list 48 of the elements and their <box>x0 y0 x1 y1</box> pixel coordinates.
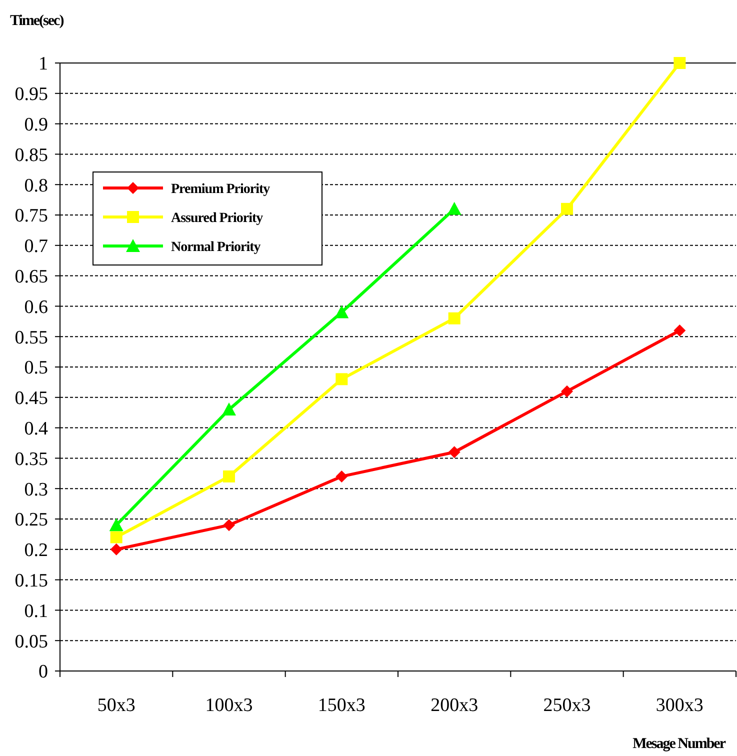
y-tick-label: 0.45 <box>14 388 48 410</box>
y-tick-label: 0.5 <box>24 358 48 379</box>
point <box>448 446 460 458</box>
y-tick-label: 0.85 <box>14 144 48 166</box>
y-tick-label: 0.1 <box>24 600 48 622</box>
y-tick-label: 0.2 <box>24 540 48 562</box>
point <box>110 543 122 556</box>
point <box>110 531 122 544</box>
point <box>109 518 124 532</box>
point <box>448 312 460 324</box>
y-tick-label: 0.8 <box>24 175 48 196</box>
y-tick-label: 0.95 <box>14 84 48 106</box>
y-tick-label: 1 <box>38 54 48 75</box>
point <box>447 202 462 215</box>
x-tick-label: 150x3 <box>318 695 366 716</box>
y-tick-label: 0.6 <box>24 296 48 318</box>
x-tick-label: 200x3 <box>430 695 478 716</box>
point <box>222 402 236 416</box>
y-tick-label: 0 <box>38 662 48 683</box>
y-tick-label: 0.05 <box>14 631 48 652</box>
point <box>336 470 348 482</box>
point <box>561 202 573 215</box>
y-tick-label: 0.75 <box>14 206 48 227</box>
legend-label: Normal Priority <box>171 240 261 255</box>
y-tick-label: 0.4 <box>24 418 48 440</box>
y-tick-label: 0.15 <box>14 570 48 592</box>
point <box>674 324 686 337</box>
y-tick-label: 0.25 <box>14 510 48 531</box>
x-axis-title: Mesage Number <box>632 736 726 752</box>
point <box>223 519 235 532</box>
y-tick-label: 0.7 <box>24 236 48 258</box>
point <box>561 385 573 398</box>
x-tick-label: 250x3 <box>543 695 591 716</box>
y-tick-label: 0.9 <box>24 114 48 136</box>
point <box>223 470 235 482</box>
point <box>336 373 348 386</box>
y-tick-label: 0.35 <box>14 448 48 470</box>
y-tick-label: 0.3 <box>24 479 48 500</box>
x-tick-label: 100x3 <box>205 695 253 716</box>
legend-label: Assured Priority <box>171 210 264 226</box>
x-tick-label: 300x3 <box>656 695 704 716</box>
y-tick-label: 0.55 <box>14 327 48 348</box>
y-axis-title: Time(sec) <box>10 13 64 29</box>
x-tick-label: 50x3 <box>97 695 136 716</box>
point <box>334 305 349 318</box>
legend-label: Premium Priority <box>171 182 270 197</box>
y-tick-label: 0.65 <box>14 266 48 288</box>
point <box>674 57 686 69</box>
